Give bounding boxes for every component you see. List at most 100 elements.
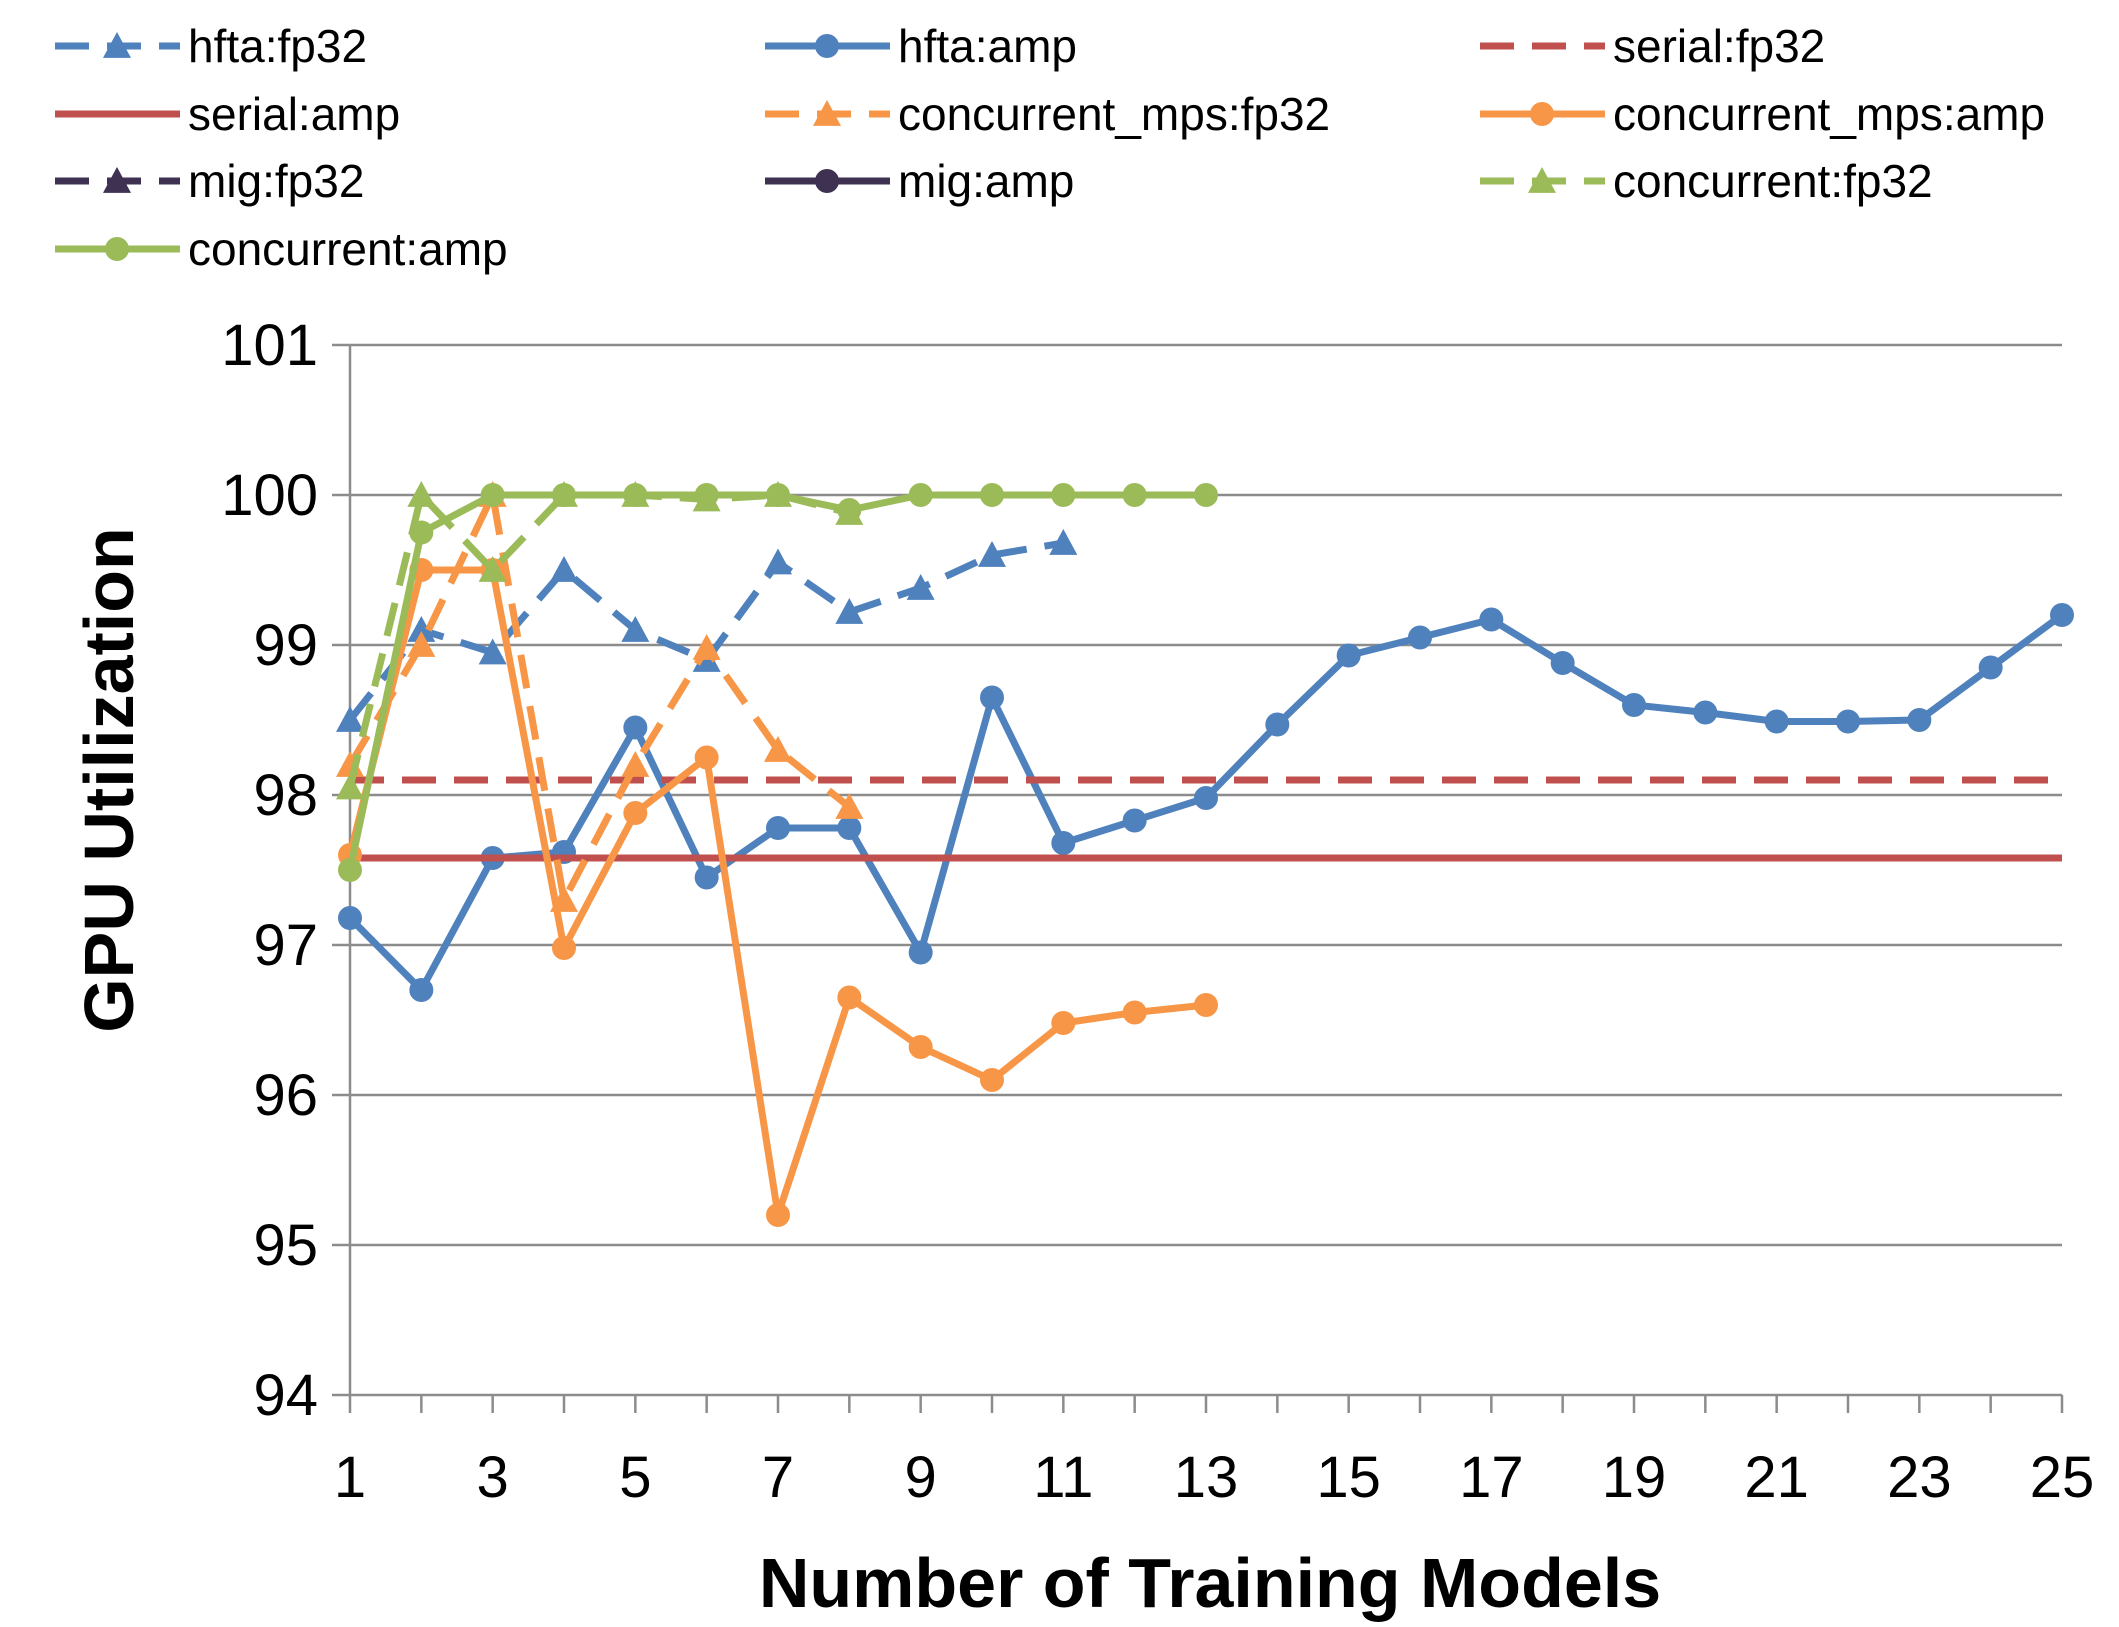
point-concurrent-mps-amp-13	[1194, 993, 1218, 1017]
y-tick-label-94: 94	[253, 1363, 318, 1428]
point-hfta-fp32-2	[407, 616, 436, 642]
point-hfta-amp-17	[1479, 607, 1504, 632]
point-hfta-amp-25	[2050, 603, 2074, 627]
point-hfta-fp32-5	[621, 616, 650, 642]
legend-label-mig-amp: mig:amp	[898, 155, 1074, 207]
point-concurrent-mps-amp-4	[552, 936, 576, 960]
y-tick-label-96: 96	[253, 1063, 318, 1128]
point-hfta-amp-12	[1122, 808, 1147, 833]
point-concurrent-mps-fp32-6	[692, 634, 721, 660]
legend-entry-hfta-amp: hfta:amp	[765, 20, 1077, 72]
y-axis-title: GPU Utilization	[70, 527, 148, 1033]
point-concurrent-amp-11	[1051, 483, 1076, 507]
point-hfta-fp32-10	[978, 541, 1006, 567]
series-concurrent-amp	[338, 483, 1218, 882]
legend-label-serial-amp: serial:amp	[188, 88, 400, 140]
series-hfta-amp	[338, 603, 2074, 1002]
legend-entry-hfta-fp32: hfta:fp32	[55, 20, 367, 72]
legend-label-mig-fp32: mig:fp32	[188, 155, 364, 207]
legend-marker-mig-fp32	[103, 167, 131, 193]
x-tick-label-11: 11	[1033, 1445, 1093, 1510]
point-concurrent-amp-2	[409, 520, 434, 545]
point-hfta-amp-6	[694, 865, 719, 890]
y-tick-label-95: 95	[253, 1213, 318, 1278]
legend-marker-concurrent-mps-fp32	[813, 100, 841, 126]
point-concurrent-amp-4	[552, 483, 576, 507]
x-tick-label-1: 1	[334, 1445, 366, 1510]
legend-marker-hfta-fp32	[103, 32, 131, 58]
point-hfta-fp32-9	[906, 574, 935, 600]
point-concurrent-mps-amp-6	[694, 745, 719, 770]
point-concurrent-mps-fp32-8	[835, 793, 864, 819]
legend-marker-mig-amp	[815, 169, 839, 193]
legend-label-concurrent-mps-amp: concurrent_mps:amp	[1613, 88, 2045, 140]
point-hfta-amp-16	[1408, 625, 1432, 650]
legend: hfta:fp32 hfta:amp serial:fp32 serial:amp co…	[55, 20, 2045, 275]
point-concurrent-fp32-1	[336, 773, 364, 800]
point-hfta-amp-15	[1336, 643, 1361, 668]
point-hfta-amp-11	[1051, 831, 1076, 855]
legend-label-hfta-fp32: hfta:fp32	[188, 20, 367, 72]
point-concurrent-amp-10	[980, 483, 1004, 507]
point-hfta-fp32-4	[550, 556, 578, 582]
point-hfta-amp-1	[338, 906, 362, 930]
legend-entry-concurrent-mps-fp32: concurrent_mps:fp32	[765, 88, 1330, 140]
x-tick-label-9: 9	[905, 1445, 937, 1510]
series-hfta-fp32	[336, 529, 1078, 732]
point-hfta-amp-24	[1978, 655, 2003, 680]
point-concurrent-amp-7	[766, 483, 790, 507]
point-hfta-amp-2	[409, 978, 434, 1002]
legend-entry-serial-amp: serial:amp	[55, 88, 400, 140]
legend-entry-mig-fp32: mig:fp32	[55, 155, 364, 207]
point-concurrent-amp-8	[837, 498, 862, 522]
legend-marker-concurrent-amp	[105, 237, 129, 261]
x-tick-label-13: 13	[1174, 1445, 1239, 1510]
point-hfta-amp-5	[623, 715, 648, 740]
series-line-concurrent-mps-fp32	[346, 491, 852, 904]
point-hfta-amp-14	[1265, 712, 1290, 737]
series-layer	[336, 481, 2074, 1227]
legend-entry-serial-fp32: serial:fp32	[1480, 20, 1825, 72]
point-concurrent-amp-13	[1194, 483, 1218, 507]
series-concurrent-mps-amp	[338, 558, 1218, 1227]
point-concurrent-amp-9	[908, 483, 933, 507]
legend-marker-concurrent-fp32	[1528, 167, 1556, 193]
y-tick-label-98: 98	[253, 763, 318, 828]
point-hfta-fp32-1	[336, 706, 364, 732]
point-concurrent-mps-amp-12	[1122, 1000, 1147, 1025]
point-hfta-amp-21	[1764, 709, 1789, 734]
legend-entry-mig-amp: mig:amp	[765, 155, 1074, 207]
point-concurrent-mps-amp-9	[908, 1035, 933, 1059]
legend-label-concurrent-amp: concurrent:amp	[188, 223, 508, 275]
point-hfta-amp-10	[980, 685, 1004, 710]
legend-label-hfta-amp: hfta:amp	[898, 20, 1077, 72]
legend-marker-hfta-amp	[815, 34, 839, 58]
x-tick-label-7: 7	[762, 1445, 794, 1510]
point-concurrent-fp32-3	[478, 556, 507, 582]
legend-entry-concurrent-fp32: concurrent:fp32	[1480, 155, 1933, 207]
point-hfta-amp-18	[1550, 651, 1575, 675]
x-tick-label-17: 17	[1459, 1445, 1524, 1510]
point-hfta-amp-19	[1622, 693, 1646, 717]
x-tick-label-25: 25	[2030, 1445, 2095, 1510]
x-tick-label-15: 15	[1316, 1445, 1381, 1510]
point-hfta-amp-8	[837, 816, 862, 840]
axes	[332, 343, 2064, 1413]
x-tick-label-3: 3	[477, 1445, 509, 1510]
point-concurrent-mps-amp-8	[837, 985, 862, 1010]
y-tick-label-101: 101	[221, 313, 318, 378]
point-concurrent-amp-5	[623, 483, 648, 507]
x-tick-label-19: 19	[1602, 1445, 1667, 1510]
point-hfta-fp32-3	[478, 638, 507, 665]
point-concurrent-fp32-2	[407, 481, 436, 507]
point-concurrent-amp-3	[480, 483, 505, 507]
legend-label-concurrent-fp32: concurrent:fp32	[1613, 155, 1933, 207]
legend-label-concurrent-mps-fp32: concurrent_mps:fp32	[898, 88, 1330, 140]
legend-entry-concurrent-mps-amp: concurrent_mps:amp	[1480, 88, 2045, 140]
y-tick-label-99: 99	[253, 613, 318, 678]
point-hfta-fp32-11	[1049, 529, 1078, 555]
point-hfta-fp32-7	[764, 548, 792, 575]
point-concurrent-amp-6	[694, 483, 719, 507]
